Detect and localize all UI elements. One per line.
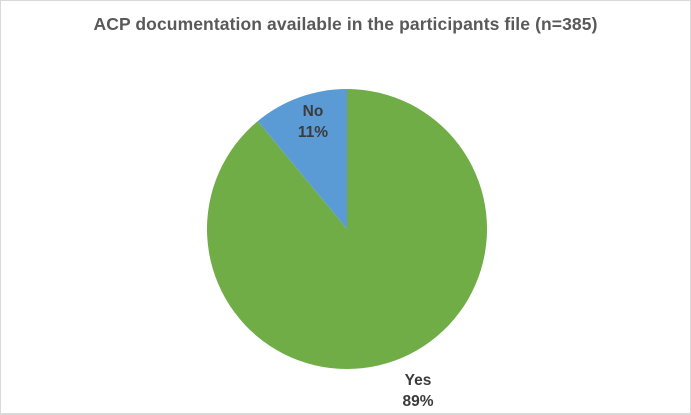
data-label-yes-percent: 89% xyxy=(402,393,434,410)
data-label-no: No 11% xyxy=(298,101,328,143)
data-label-no-category: No xyxy=(302,103,324,120)
data-label-yes: Yes 89% xyxy=(402,370,433,412)
pie-slice-no xyxy=(257,89,347,229)
chart-title: ACP documentation available in the parti… xyxy=(93,14,598,34)
data-label-yes-category: Yes xyxy=(404,372,432,389)
data-label-no-percent: 11% xyxy=(297,124,329,141)
